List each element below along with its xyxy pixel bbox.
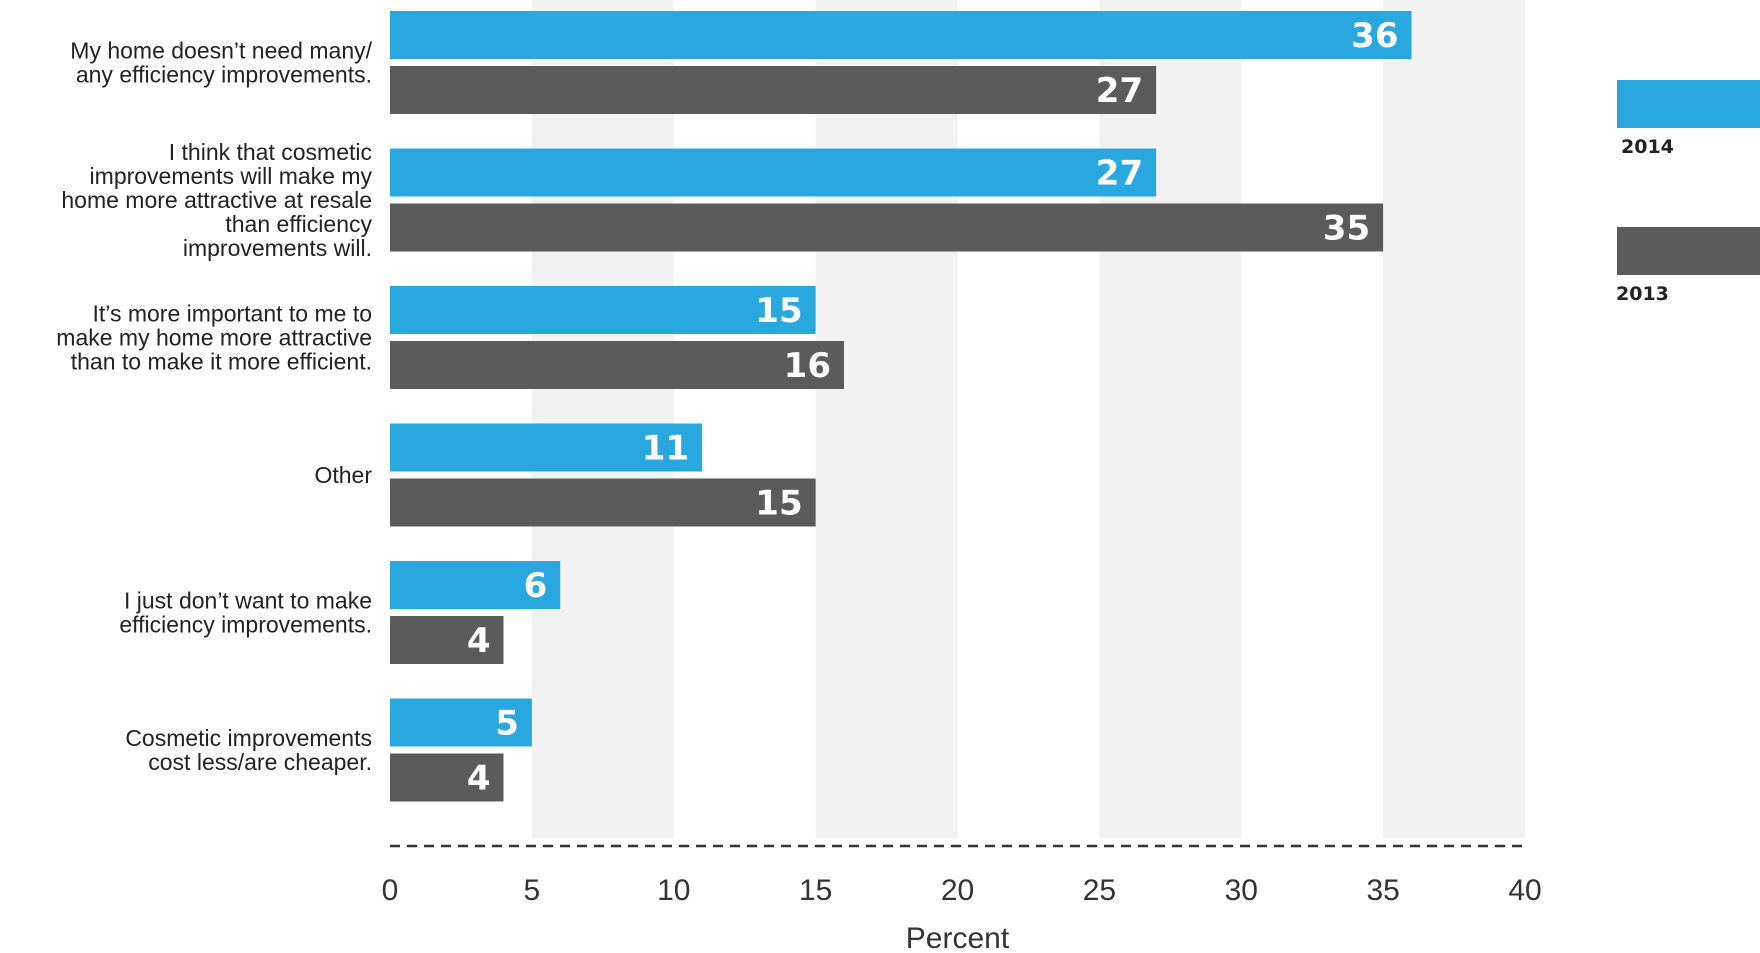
- data-label-2013-3: 15: [755, 484, 802, 524]
- legend: 2014 2013: [1616, 80, 1760, 305]
- x-tick-label: 5: [524, 874, 541, 907]
- x-axis-title: Percent: [906, 922, 1010, 953]
- x-tick-label: 25: [1083, 874, 1116, 907]
- bar-2013-2: [390, 341, 844, 389]
- data-label-2014-5: 5: [495, 704, 519, 744]
- bar-2013-0: [390, 66, 1157, 114]
- x-tick-label: 40: [1508, 874, 1541, 907]
- category-labels: My home doesn’t need many/any efficiency…: [56, 38, 372, 776]
- category-label-2: It’s more important to me to make my home…: [56, 301, 372, 375]
- legend-swatch-2013: [1617, 227, 1760, 275]
- x-tick-labels: 0 5 10 15 20 25 30 35 40: [382, 874, 1542, 907]
- data-label-2014-3: 11: [642, 429, 689, 469]
- data-label-2014-4: 6: [524, 566, 548, 606]
- bar-2014-1: [390, 148, 1157, 197]
- category-label-0: My home doesn’t need many/any efficiency…: [70, 38, 372, 88]
- data-label-2013-1: 35: [1323, 209, 1370, 249]
- grid-band: [1099, 0, 1242, 838]
- bar-2013-1: [390, 203, 1384, 252]
- x-tick-label: 30: [1225, 874, 1258, 907]
- x-tick-label: 10: [657, 874, 690, 907]
- x-tick-label: 20: [941, 874, 974, 907]
- data-label-2014-2: 15: [755, 291, 802, 331]
- bar-2014-0: [390, 11, 1412, 59]
- data-label-2013-5: 4: [467, 759, 491, 799]
- legend-label-2013: 2013: [1616, 283, 1669, 305]
- category-label-4: I just don’t want to make efficiency impr…: [119, 588, 372, 638]
- bar-2014-2: [390, 286, 816, 334]
- bar-2013-4: [390, 616, 504, 664]
- data-label-2014-0: 36: [1351, 16, 1398, 56]
- legend-swatch-2014: [1617, 80, 1760, 128]
- data-label-2013-2: 16: [784, 346, 831, 386]
- category-label-3: Other: [314, 462, 372, 488]
- legend-label-2014: 2014: [1621, 136, 1674, 158]
- data-label-2013-0: 27: [1096, 71, 1143, 111]
- bar-2014-4: [390, 561, 561, 609]
- bar-2013-3: [390, 478, 816, 527]
- data-label-2013-4: 4: [467, 621, 491, 661]
- x-tick-label: 15: [799, 874, 832, 907]
- x-tick-label: 0: [382, 874, 399, 907]
- category-label-1: I think that cosmetic improvements will m…: [61, 139, 372, 261]
- x-tick-label: 35: [1366, 874, 1399, 907]
- bar-2014-3: [390, 423, 703, 472]
- bar-2013-5: [390, 753, 504, 802]
- grid-band: [531, 0, 674, 838]
- grid-band: [1383, 0, 1525, 838]
- background-bands: [531, 0, 1525, 838]
- grid-band: [815, 0, 958, 838]
- bar-2014-5: [390, 698, 532, 747]
- category-label-5: Cosmetic improvements cost less/are cheap…: [125, 725, 372, 775]
- data-label-2014-1: 27: [1096, 154, 1143, 194]
